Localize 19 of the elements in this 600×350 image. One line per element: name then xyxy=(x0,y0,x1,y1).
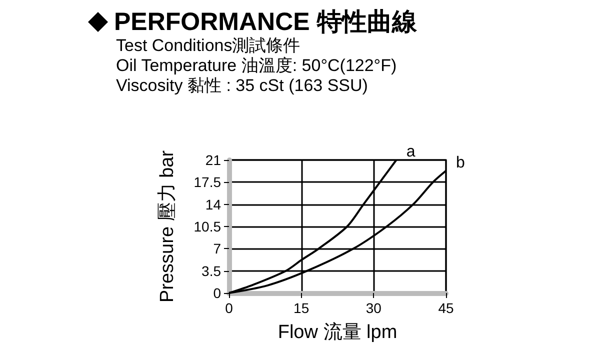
chart-title: PERFORMANCE 特性曲線 xyxy=(114,8,417,36)
y-axis-title: Pressure 壓力 bar xyxy=(157,150,178,303)
text: Viscosity 黏性 : 35 cSt (163 SSU) xyxy=(116,76,369,96)
x-axis-title: Flow 流量 lpm xyxy=(278,321,398,343)
text: Oil Temperature 油溫度: 50°C(122°F) xyxy=(116,56,398,76)
y-tick-label: 7 xyxy=(213,240,222,257)
y-tick-label: 10.5 xyxy=(194,218,222,234)
y-tick-label: 3.5 xyxy=(202,262,222,279)
series-label: a xyxy=(406,144,416,160)
y-tick-label: 17.5 xyxy=(194,174,222,190)
y-tick-label: 21 xyxy=(205,152,222,168)
text: Test Conditions測試條件 xyxy=(116,36,302,56)
x-tick-label: 0 xyxy=(225,300,234,316)
y-tick-label: 0 xyxy=(213,285,222,301)
y-tick-label: 14 xyxy=(205,196,222,212)
x-tick-label: 15 xyxy=(294,300,310,316)
series-label: b xyxy=(456,154,465,172)
x-tick-label: 30 xyxy=(366,300,382,316)
x-tick-label: 45 xyxy=(438,300,454,316)
